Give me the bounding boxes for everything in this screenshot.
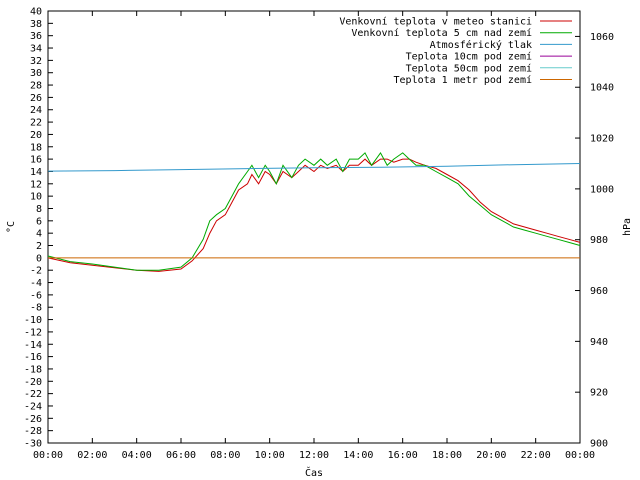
- y2-tick-label: 960: [590, 286, 608, 297]
- y2-tick-label: 1060: [590, 32, 614, 43]
- x-tick-label: 02:00: [77, 450, 107, 461]
- y-axis-label: °C: [6, 221, 17, 233]
- y-tick-label: 18: [30, 142, 42, 153]
- x-tick-label: 14:00: [343, 450, 373, 461]
- x-tick-label: 00:00: [33, 450, 63, 461]
- y-tick-label: -8: [30, 303, 42, 314]
- y2-tick-label: 1000: [590, 184, 614, 195]
- y2-tick-label: 900: [590, 439, 608, 450]
- y-tick-label: 30: [30, 68, 42, 79]
- y2-tick-label: 1040: [590, 83, 614, 94]
- y-tick-label: 28: [30, 81, 42, 92]
- x-tick-label: 04:00: [122, 450, 152, 461]
- y-tick-label: -30: [24, 439, 42, 450]
- x-tick-label: 12:00: [299, 450, 329, 461]
- y-tick-label: 22: [30, 118, 42, 129]
- legend: Venkovní teplota v meteo staniciVenkovní…: [339, 16, 572, 86]
- series-layer: [47, 151, 581, 272]
- y-tick-label: 16: [30, 155, 42, 166]
- x-tick-label: 22:00: [521, 450, 551, 461]
- series-line-1: [47, 151, 581, 271]
- y-tick-label: -6: [30, 290, 42, 301]
- x-tick-label: 20:00: [476, 450, 506, 461]
- y-tick-label: -20: [24, 377, 42, 388]
- y-tick-label: -22: [24, 389, 42, 400]
- x-axis-label: Čas: [305, 466, 323, 479]
- y-tick-label: -28: [24, 426, 42, 437]
- x-tick-label: 06:00: [166, 450, 196, 461]
- legend-entry: Atmosférický tlak: [430, 39, 532, 51]
- y-tick-label: -2: [30, 266, 42, 277]
- legend-entry: Teplota 10cm pod zemí: [406, 51, 532, 63]
- y-tick-label: 14: [30, 167, 42, 178]
- y2-tick-label: 940: [590, 337, 608, 348]
- y-axis-right: 900 920 940 960 980 1000 1020 1040 1060: [575, 32, 614, 450]
- y-tick-label: -24: [24, 401, 42, 412]
- y-tick-label: 8: [36, 204, 42, 215]
- y-tick-label: -26: [24, 414, 42, 425]
- y-tick-label: 10: [30, 192, 42, 203]
- y-tick-label: 6: [36, 216, 42, 227]
- y-tick-label: -4: [30, 278, 42, 289]
- y-tick-label: 20: [30, 130, 42, 141]
- y-tick-label: 0: [36, 253, 42, 264]
- y2-tick-label: 920: [590, 388, 608, 399]
- y-tick-label: 34: [30, 44, 42, 55]
- y2-tick-label: 980: [590, 235, 608, 246]
- y-tick-label: 2: [36, 241, 42, 252]
- series-line-0: [47, 158, 581, 272]
- y-tick-label: 40: [30, 7, 42, 18]
- y-tick-label: 36: [30, 31, 42, 42]
- y-tick-label: -14: [24, 340, 42, 351]
- y-tick-label: -12: [24, 327, 42, 338]
- legend-entry: Teplota 50cm pod zemí: [406, 62, 532, 74]
- y2-axis-label: hPa: [622, 218, 633, 236]
- y-axis-left: -30-28-26-24-22-20-18-16-14-12-10-8-6-4-…: [24, 7, 53, 450]
- legend-entry: Teplota 1 metr pod zemí: [394, 74, 532, 86]
- x-tick-label: 10:00: [255, 450, 285, 461]
- y-tick-label: 4: [36, 229, 42, 240]
- y-tick-label: -16: [24, 352, 42, 363]
- y2-tick-label: 1020: [590, 134, 614, 145]
- x-tick-label: 18:00: [432, 450, 462, 461]
- legend-entry: Venkovní teplota v meteo stanici: [339, 16, 532, 28]
- y-tick-label: -18: [24, 364, 42, 375]
- x-tick-label: 08:00: [210, 450, 240, 461]
- y-tick-label: -10: [24, 315, 42, 326]
- x-tick-label: 00:00: [565, 450, 595, 461]
- y-tick-label: 24: [30, 105, 42, 116]
- series-line-2: [47, 163, 581, 172]
- y-tick-label: 32: [30, 56, 42, 67]
- y-tick-label: 38: [30, 19, 42, 30]
- x-tick-label: 16:00: [388, 450, 418, 461]
- y-tick-label: 26: [30, 93, 42, 104]
- x-axis: 00:00 02:00 04:00 06:00 08:00 10:00 12:00 14:00…: [33, 11, 595, 461]
- legend-entry: Venkovní teplota 5 cm nad zemí: [351, 27, 532, 39]
- y-tick-label: 12: [30, 179, 42, 190]
